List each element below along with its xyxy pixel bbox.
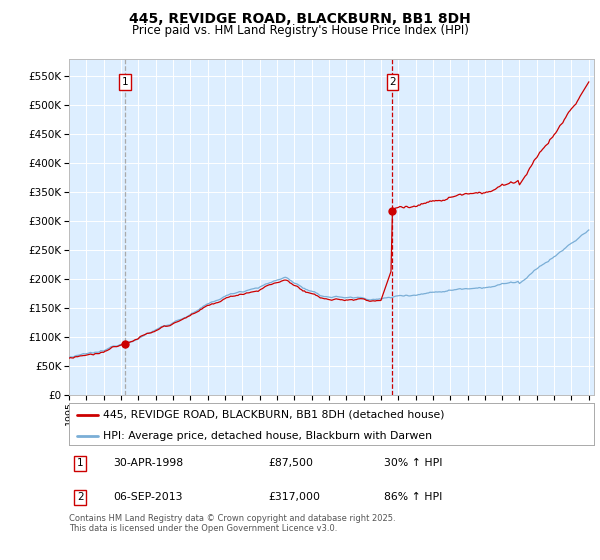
Text: 2: 2 [77,492,83,502]
Text: 445, REVIDGE ROAD, BLACKBURN, BB1 8DH: 445, REVIDGE ROAD, BLACKBURN, BB1 8DH [129,12,471,26]
Text: 1: 1 [77,459,83,468]
Text: 06-SEP-2013: 06-SEP-2013 [113,492,183,502]
Text: 1: 1 [122,77,128,87]
Text: 30-APR-1998: 30-APR-1998 [113,459,184,468]
Text: 86% ↑ HPI: 86% ↑ HPI [384,492,442,502]
Text: Price paid vs. HM Land Registry's House Price Index (HPI): Price paid vs. HM Land Registry's House … [131,24,469,36]
Text: £317,000: £317,000 [269,492,320,502]
Text: 2: 2 [389,77,396,87]
Text: HPI: Average price, detached house, Blackburn with Darwen: HPI: Average price, detached house, Blac… [103,431,432,441]
Text: Contains HM Land Registry data © Crown copyright and database right 2025.
This d: Contains HM Land Registry data © Crown c… [69,514,395,534]
Text: £87,500: £87,500 [269,459,314,468]
Text: 30% ↑ HPI: 30% ↑ HPI [384,459,443,468]
Text: 445, REVIDGE ROAD, BLACKBURN, BB1 8DH (detached house): 445, REVIDGE ROAD, BLACKBURN, BB1 8DH (d… [103,409,445,419]
